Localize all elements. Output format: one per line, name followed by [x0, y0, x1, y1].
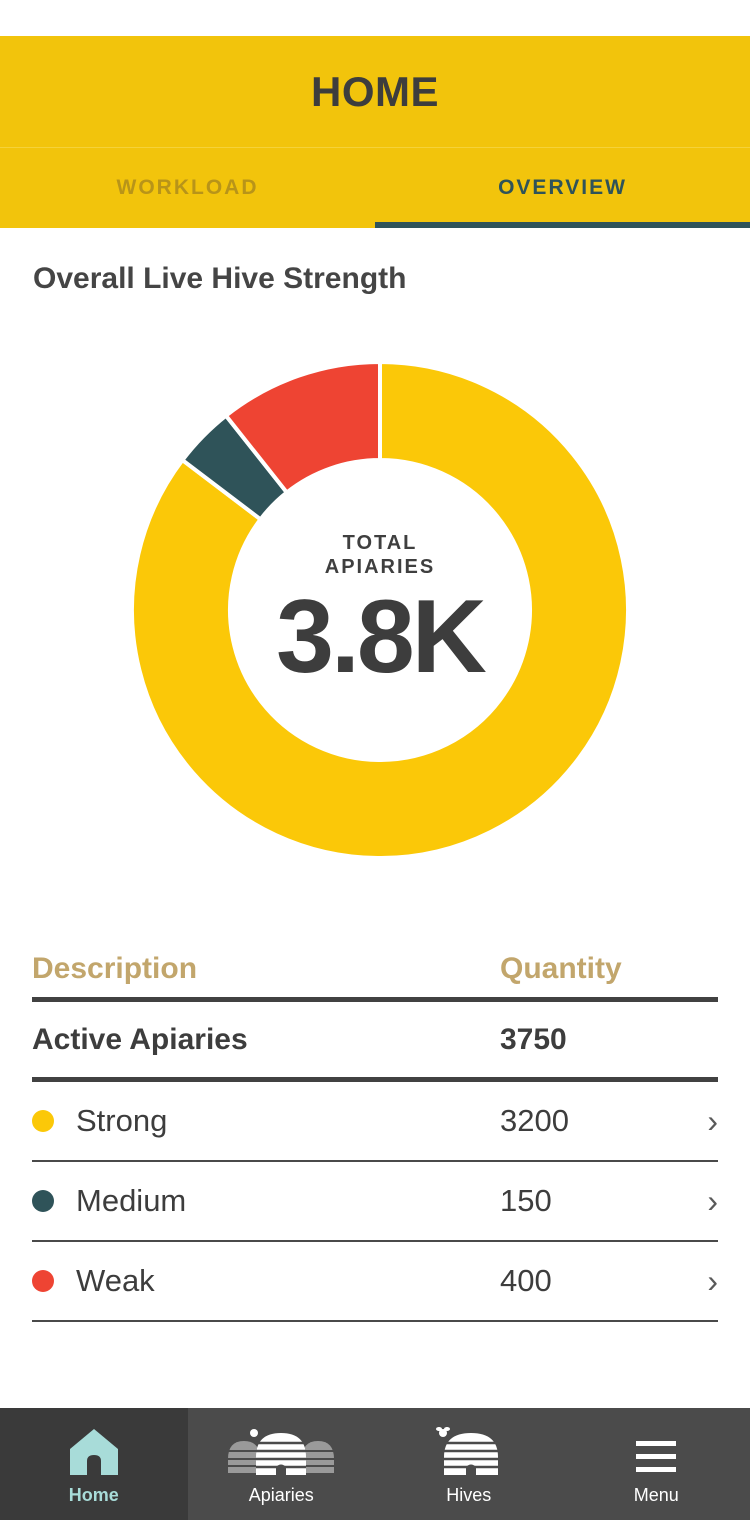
status-bar: [0, 0, 750, 36]
legend-dot-weak: [32, 1270, 54, 1292]
app-header: HOME: [0, 36, 750, 148]
row-value-weak: 400: [500, 1263, 552, 1298]
row-label-medium: Medium: [76, 1183, 187, 1218]
column-header-quantity: Quantity: [500, 951, 622, 985]
total-label: Active Apiaries: [32, 1022, 248, 1056]
strength-table: Description Quantity Active Apiaries 375…: [32, 940, 718, 1322]
chevron-right-icon: ›: [707, 1263, 718, 1299]
nav-menu[interactable]: Menu: [563, 1408, 750, 1520]
page-title: HOME: [311, 67, 439, 115]
nav-home-label: Home: [68, 1485, 119, 1505]
total-value: 3750: [500, 1022, 567, 1056]
row-label-strong: Strong: [76, 1103, 168, 1138]
donut-center-value: 3.8K: [276, 579, 487, 695]
nav-apiaries[interactable]: Apiaries: [188, 1408, 376, 1520]
total-row: Active Apiaries 3750: [32, 1002, 718, 1082]
chevron-right-icon: ›: [707, 1183, 718, 1219]
row-value-strong: 3200: [500, 1103, 569, 1138]
donut-svg: [130, 360, 630, 860]
tab-overview[interactable]: OVERVIEW: [375, 148, 750, 228]
legend-dot-medium: [32, 1190, 54, 1212]
nav-menu-label: Menu: [633, 1485, 679, 1505]
donut-center-label: TOTAL APIARIES: [324, 532, 436, 578]
section-title: Overall Live Hive Strength: [33, 262, 407, 295]
row-label-weak: Weak: [76, 1263, 155, 1298]
chevron-right-icon: ›: [707, 1103, 718, 1139]
row-value-medium: 150: [500, 1183, 552, 1218]
table-row-weak[interactable]: Weak 400 ›: [32, 1242, 718, 1322]
table-row-strong[interactable]: Strong 3200 ›: [32, 1082, 718, 1162]
table-header: Description Quantity: [32, 940, 718, 1002]
tab-bar: WORKLOAD OVERVIEW: [0, 148, 750, 228]
nav-home[interactable]: Home: [0, 1408, 188, 1520]
nav-hives-label: Hives: [446, 1485, 492, 1505]
tab-workload[interactable]: WORKLOAD: [116, 176, 259, 199]
donut-center: TOTAL APIARIES 3.8K: [130, 360, 630, 860]
nav-apiaries-label: Apiaries: [248, 1485, 314, 1505]
table-row-medium[interactable]: Medium 150 ›: [32, 1162, 718, 1242]
bottom-nav: Home Apiaries: [0, 1408, 750, 1520]
donut-slice-strong: [130, 360, 630, 860]
nav-hives[interactable]: Hives: [375, 1408, 563, 1520]
hive-strength-donut-chart: TOTAL APIARIES 3.8K: [130, 360, 630, 860]
house-icon: [69, 1429, 118, 1475]
hive-icon: [435, 1427, 498, 1475]
apiaries-icon: [228, 1429, 335, 1475]
legend-dot-strong: [32, 1110, 54, 1132]
donut-slice-weak: [223, 360, 382, 496]
hamburger-menu-icon: [636, 1441, 677, 1472]
column-header-description: Description: [32, 951, 198, 985]
